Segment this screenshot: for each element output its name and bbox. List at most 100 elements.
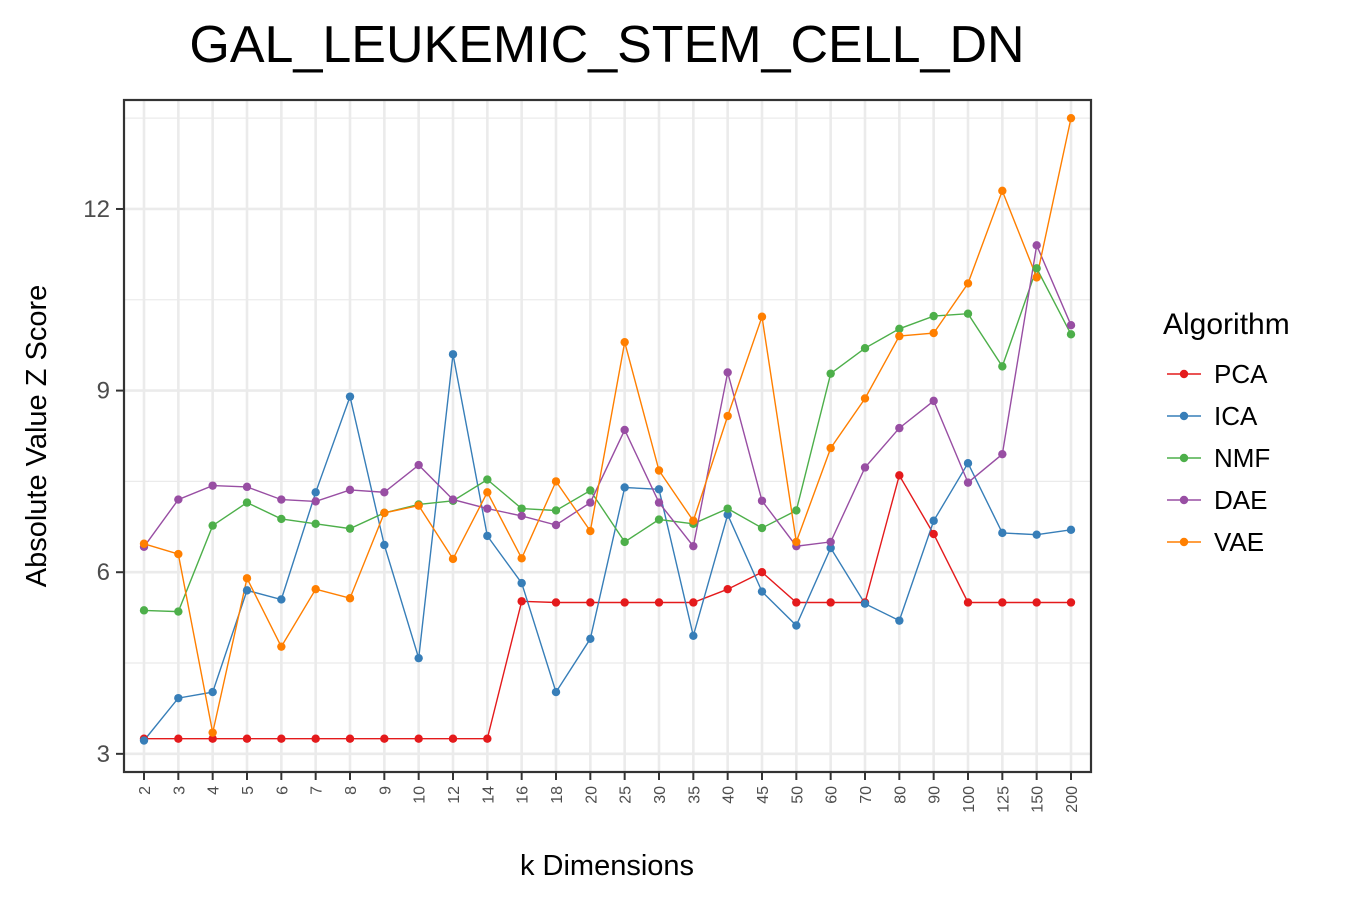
x-tick-label: 100 xyxy=(961,786,978,813)
data-point-pca xyxy=(277,734,286,743)
x-tick-label: 7 xyxy=(309,786,326,795)
data-point-nmf xyxy=(757,523,767,533)
legend-label-vae: VAE xyxy=(1214,527,1264,557)
data-point-pca xyxy=(998,598,1007,607)
data-point-pca xyxy=(242,734,252,743)
data-point-vae xyxy=(620,337,629,347)
data-point-pca xyxy=(620,598,629,607)
data-point-vae xyxy=(380,508,389,518)
data-point-pca xyxy=(380,734,389,743)
data-point-vae xyxy=(551,477,561,486)
x-tick-label: 30 xyxy=(652,786,669,804)
data-point-dae xyxy=(620,425,629,435)
data-point-pca xyxy=(586,598,595,607)
series-line-vae xyxy=(143,118,1072,733)
y-tick-label: 9 xyxy=(97,378,110,405)
data-point-dae xyxy=(380,488,389,497)
data-point-nmf xyxy=(208,521,217,530)
data-point-ica xyxy=(757,587,767,596)
data-point-ica xyxy=(963,459,973,468)
data-point-vae xyxy=(723,411,732,421)
data-point-pca xyxy=(963,598,973,607)
data-point-nmf xyxy=(1066,330,1076,339)
x-tick-label: 6 xyxy=(274,786,291,795)
data-point-ica xyxy=(792,621,801,630)
data-point-ica xyxy=(414,653,423,663)
data-point-vae xyxy=(654,466,664,475)
x-tick-label: 200 xyxy=(1064,786,1081,813)
data-point-ica xyxy=(345,392,355,401)
data-point-ica xyxy=(174,693,183,703)
data-point-nmf xyxy=(929,311,938,321)
data-point-pca xyxy=(792,598,801,607)
data-point-pca xyxy=(448,734,458,743)
chart-title: GAL_LEUKEMIC_STEM_CELL_DN xyxy=(189,16,1024,74)
data-point-ica xyxy=(620,483,629,492)
x-tick-label: 14 xyxy=(480,786,497,804)
data-point-nmf xyxy=(998,362,1007,371)
data-point-dae xyxy=(654,498,664,507)
data-point-vae xyxy=(792,537,801,547)
x-tick-label: 25 xyxy=(618,786,635,804)
legend: Algorithm PCA ICA NMF DAE VAE xyxy=(1163,308,1290,557)
legend-title: Algorithm xyxy=(1163,308,1290,341)
x-tick-label: 45 xyxy=(755,786,772,804)
data-point-ica xyxy=(895,616,904,625)
data-point-dae xyxy=(448,495,458,504)
data-point-pca xyxy=(723,584,732,594)
x-tick-label: 2 xyxy=(137,786,154,795)
data-point-dae xyxy=(345,485,355,495)
data-point-ica xyxy=(826,543,835,553)
data-point-nmf xyxy=(174,607,183,616)
data-point-vae xyxy=(139,539,149,548)
x-tick-label: 125 xyxy=(995,786,1012,813)
data-point-dae xyxy=(174,495,183,504)
data-point-nmf xyxy=(963,309,973,318)
data-point-pca xyxy=(345,734,355,743)
data-point-vae xyxy=(1032,273,1041,282)
data-point-dae xyxy=(723,368,732,377)
data-point-ica xyxy=(551,687,561,697)
data-point-nmf xyxy=(551,506,561,515)
data-point-ica xyxy=(998,528,1007,538)
data-point-dae xyxy=(1066,321,1076,330)
data-point-nmf xyxy=(1032,264,1041,273)
data-point-dae xyxy=(551,520,561,530)
data-point-nmf xyxy=(586,486,595,495)
data-point-ica xyxy=(1066,525,1076,535)
series-line-pca xyxy=(144,473,1071,740)
data-point-pca xyxy=(483,734,492,743)
x-tick-label: 80 xyxy=(892,786,909,804)
data-point-pca xyxy=(1032,598,1041,607)
data-point-nmf xyxy=(860,344,870,353)
legend-marker-vae xyxy=(1179,537,1189,547)
data-point-dae xyxy=(517,511,526,521)
data-point-vae xyxy=(448,554,458,564)
y-tick-label: 3 xyxy=(97,741,110,768)
y-tick-label: 12 xyxy=(83,196,110,223)
x-axis-title: k Dimensions xyxy=(520,850,694,882)
data-point-vae xyxy=(345,594,355,603)
x-tick-label: 8 xyxy=(343,786,360,795)
data-point-dae xyxy=(311,497,320,506)
data-point-ica xyxy=(311,488,320,497)
legend-marker-ica xyxy=(1179,411,1189,421)
data-point-dae xyxy=(414,460,423,470)
legend-marker-pca xyxy=(1179,369,1189,379)
data-point-pca xyxy=(895,471,904,480)
x-tick-label: 35 xyxy=(686,786,703,804)
legend-label-nmf: NMF xyxy=(1214,443,1270,473)
data-point-nmf xyxy=(792,506,801,515)
data-point-pca xyxy=(654,598,664,607)
data-point-dae xyxy=(895,423,904,433)
data-point-vae xyxy=(311,584,320,594)
x-tick-label: 150 xyxy=(1030,786,1047,813)
x-tick-label: 20 xyxy=(583,786,600,804)
data-point-nmf xyxy=(277,514,286,524)
data-point-vae xyxy=(1066,113,1076,123)
data-point-vae xyxy=(689,516,698,525)
data-point-dae xyxy=(689,541,698,551)
x-tick-label: 70 xyxy=(858,786,875,804)
